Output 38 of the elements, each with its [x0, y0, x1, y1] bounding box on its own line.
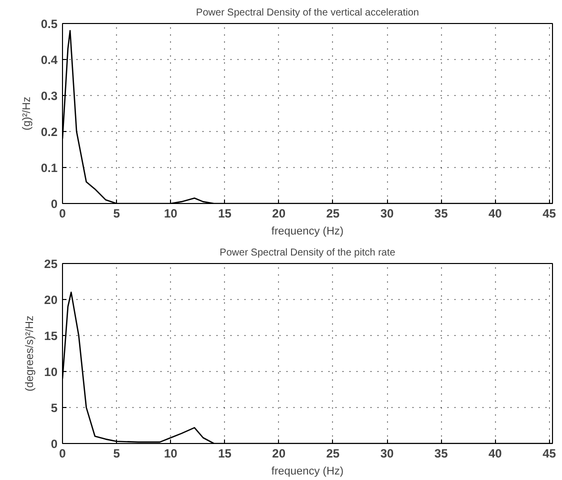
- y-tick-label: 20: [44, 293, 58, 307]
- y-axis-title: (degrees/s)²/Hz: [24, 316, 36, 392]
- x-tick-label: 5: [113, 446, 120, 460]
- x-tick-label: 45: [542, 446, 556, 460]
- x-tick-label: 40: [488, 446, 502, 460]
- x-tick-label: 0: [59, 446, 66, 460]
- x-axis-title: frequency (Hz): [271, 466, 344, 478]
- y-tick-label: 0.1: [40, 161, 58, 175]
- y-tick-label: 0.3: [40, 89, 58, 103]
- y-tick-label: 25: [44, 257, 58, 271]
- y-tick-label: 0.2: [40, 125, 58, 139]
- y-tick-label: 10: [44, 365, 58, 379]
- x-tick-label: 25: [326, 446, 340, 460]
- chart-title: Power Spectral Density of the vertical acceleration: [196, 8, 419, 18]
- chart-title: Power Spectral Density of the pitch rate: [220, 248, 396, 258]
- x-tick-label: 30: [380, 446, 394, 460]
- y-tick-label: 15: [44, 329, 58, 343]
- y-tick-label: 5: [50, 401, 58, 415]
- x-tick-label: 20: [272, 206, 286, 220]
- y-tick-label: 0: [50, 197, 58, 211]
- x-tick-label: 0: [59, 206, 66, 220]
- x-tick-label: 30: [380, 206, 394, 220]
- x-tick-label: 15: [218, 206, 232, 220]
- x-tick-label: 15: [218, 446, 232, 460]
- x-tick-label: 40: [488, 206, 502, 220]
- y-tick-label: 0: [50, 437, 58, 451]
- x-tick-label: 35: [434, 446, 448, 460]
- y-tick-label: 0.5: [40, 17, 58, 31]
- x-tick-label: 5: [113, 206, 120, 220]
- y-tick-label: 0.4: [40, 53, 58, 67]
- x-tick-label: 25: [326, 206, 340, 220]
- x-axis-title: frequency (Hz): [271, 226, 344, 238]
- x-tick-label: 10: [164, 446, 178, 460]
- y-axis-title: (g)²/Hz: [20, 96, 33, 130]
- x-tick-label: 10: [164, 206, 178, 220]
- x-tick-label: 35: [434, 206, 448, 220]
- x-tick-label: 45: [542, 206, 556, 220]
- x-tick-label: 20: [272, 446, 286, 460]
